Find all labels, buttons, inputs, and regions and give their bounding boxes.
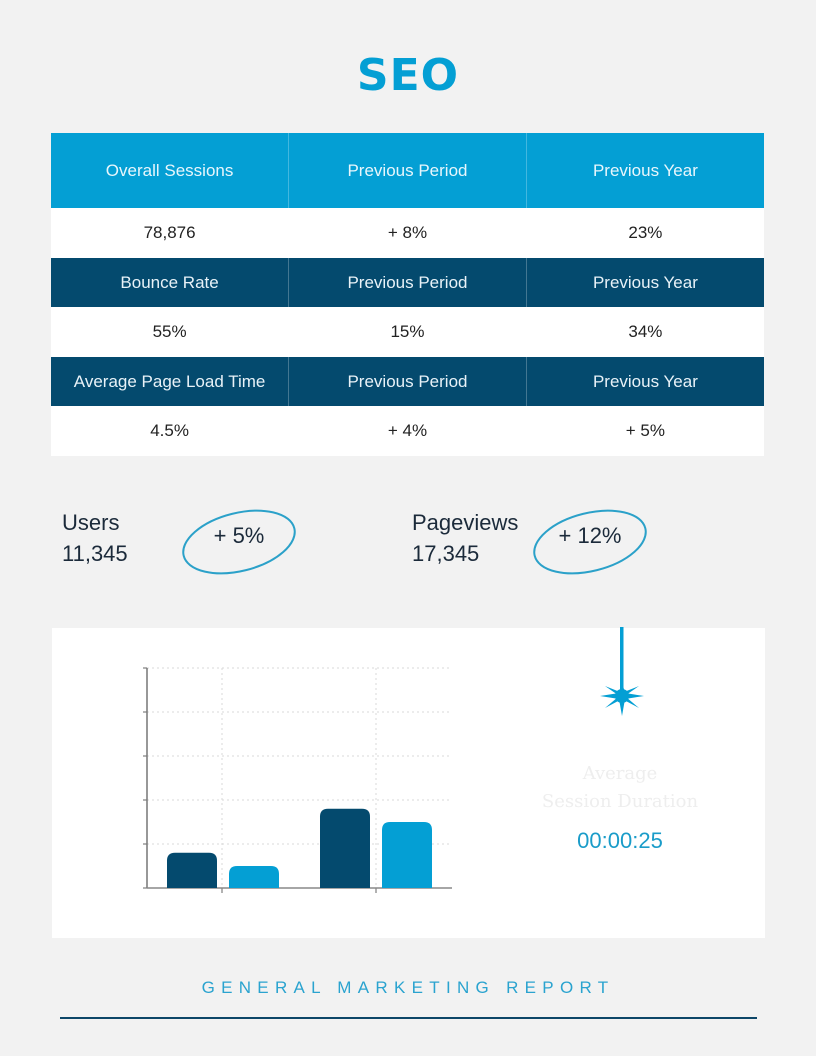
table-header-row: Average Page Load Time Previous Period P… — [51, 357, 764, 406]
pageviews-label: Pageviews — [412, 510, 519, 535]
table-value-row: 55% 15% 34% — [51, 307, 764, 357]
header-cell: Previous Period — [288, 357, 527, 406]
header-cell: Previous Year — [526, 258, 764, 307]
table-header-row: Bounce Rate Previous Period Previous Yea… — [51, 258, 764, 307]
ellipse-outline-icon — [182, 509, 296, 575]
report-footer: GENERAL MARKETING REPORT — [201, 978, 615, 997]
header-cell: Previous Year — [526, 133, 764, 208]
table-value-row: 4.5% + 4% + 5% — [51, 406, 764, 456]
chart-bar — [229, 866, 279, 888]
starburst-pin-icon — [600, 627, 644, 716]
users-stat: Users 11,345 — [62, 507, 128, 569]
header-cell: Bounce Rate — [51, 258, 290, 307]
header-cell: Average Page Load Time — [51, 357, 290, 406]
pageviews-change-badge: + 12% — [532, 508, 648, 575]
duration-value: 00:00:25 — [577, 828, 663, 853]
page-title: SEO — [356, 50, 460, 101]
duration-label: Average Session Duration — [530, 760, 710, 816]
value-cell: + 5% — [526, 406, 764, 456]
value-cell: 34% — [526, 307, 764, 357]
pageviews-change: + 12% — [558, 523, 622, 548]
value-cell: + 8% — [288, 208, 527, 258]
value-cell: 78,876 — [51, 208, 290, 258]
header-cell: Previous Period — [288, 258, 527, 307]
value-cell: 55% — [51, 307, 290, 357]
bar-chart — [143, 667, 452, 893]
table-value-row: 78,876 + 8% 23% — [51, 208, 764, 258]
duration-label-line1: Average — [582, 763, 658, 784]
users-label: Users — [62, 510, 120, 535]
chart-bar — [382, 822, 432, 888]
header-cell: Overall Sessions — [51, 133, 290, 208]
value-cell: 23% — [526, 208, 764, 258]
header-cell: Previous Year — [526, 357, 764, 406]
ellipse-outline-icon — [533, 509, 647, 575]
pageviews-stat: Pageviews 17,345 — [412, 507, 518, 569]
chart-bar — [320, 808, 370, 888]
pageviews-value: 17,345 — [412, 541, 480, 566]
value-cell: 4.5% — [51, 406, 290, 456]
metrics-table: Overall Sessions Previous Period Previou… — [51, 133, 764, 456]
value-cell: 15% — [288, 307, 527, 357]
duration-label-line2: Session Duration — [541, 791, 699, 812]
footer-divider — [60, 1017, 757, 1019]
users-change: + 5% — [213, 523, 265, 548]
chart-bar — [167, 852, 217, 888]
users-change-badge: + 5% — [181, 508, 297, 575]
header-cell: Previous Period — [288, 133, 527, 208]
value-cell: + 4% — [288, 406, 527, 456]
table-header-row: Overall Sessions Previous Period Previou… — [51, 133, 764, 208]
users-value: 11,345 — [62, 541, 128, 566]
